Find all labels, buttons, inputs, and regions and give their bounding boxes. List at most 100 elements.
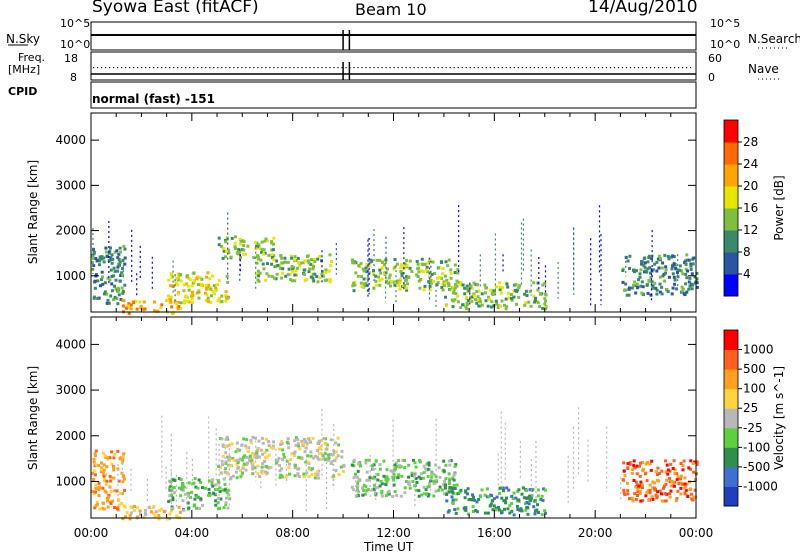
freq-panel	[90, 51, 697, 81]
echo-cell	[270, 248, 274, 252]
echo-cell	[541, 498, 545, 502]
echo-cell	[378, 467, 382, 471]
colorbar-tick-label: -500	[743, 460, 770, 474]
echo-cell	[217, 496, 221, 500]
echo-cell	[156, 309, 160, 313]
x-tick-label: 04:00	[175, 526, 210, 540]
echo-cell	[294, 443, 298, 447]
echo-cell	[105, 479, 109, 483]
echo-cell	[356, 475, 360, 479]
echo-cell	[389, 469, 393, 473]
echo-cell	[168, 488, 172, 492]
colorbar-cell	[724, 388, 738, 409]
echo-cell	[673, 468, 677, 472]
echo-cell	[543, 302, 547, 306]
echo-cell	[228, 455, 232, 459]
echo-cell	[668, 469, 672, 473]
colorbar-cell	[724, 164, 738, 187]
echo-cell	[681, 482, 685, 486]
echo-cell	[651, 480, 655, 484]
echo-cell	[255, 241, 259, 245]
nave-dot	[161, 67, 163, 69]
echo-cell	[214, 288, 218, 292]
echo-cell	[236, 461, 240, 464]
echo-cell	[97, 464, 101, 467]
echo-cell	[264, 278, 268, 282]
echo-cell	[474, 282, 478, 286]
echo-cell	[132, 509, 136, 513]
echo-cell	[667, 275, 671, 279]
echo-cell	[258, 247, 262, 251]
echo-cell	[454, 498, 458, 502]
echo-cell	[260, 240, 264, 244]
echo-cell	[414, 477, 418, 480]
echo-cell	[454, 463, 458, 467]
echo-cell	[184, 282, 188, 286]
nave-dot	[505, 67, 507, 69]
echo-cell	[195, 277, 199, 281]
echo-cell	[92, 478, 96, 481]
echo-cell	[169, 295, 173, 299]
echo-cell	[100, 468, 103, 472]
echo-cell	[200, 282, 204, 286]
echo-cell	[225, 249, 229, 253]
echo-cell	[395, 262, 399, 266]
echo-cell	[329, 264, 333, 268]
echo-cell	[206, 296, 210, 300]
echo-cell	[626, 462, 630, 466]
echo-cell	[171, 496, 175, 500]
echo-cell	[105, 456, 109, 460]
echo-cell	[328, 280, 332, 284]
echo-cell	[430, 475, 434, 479]
cpid-label: CPID	[8, 85, 38, 98]
echo-cell	[119, 274, 123, 277]
echo-cell	[290, 265, 294, 268]
echo-cell	[398, 464, 402, 468]
echo-cell	[488, 504, 492, 508]
echo-cell	[182, 485, 186, 489]
echo-cell	[192, 271, 196, 275]
echo-cell	[292, 266, 296, 269]
echo-cell	[675, 287, 678, 291]
echo-cell	[666, 468, 670, 472]
echo-cell	[113, 250, 117, 254]
echo-cell	[396, 279, 400, 283]
colorbar-cell	[724, 120, 738, 143]
echo-cell	[647, 279, 651, 282]
echo-cell	[182, 283, 186, 287]
echo-cell	[364, 485, 368, 489]
echo-cell	[309, 262, 313, 266]
nave-dot	[145, 67, 147, 69]
nave-dot	[121, 67, 123, 69]
echo-cell	[255, 273, 259, 277]
echo-cell	[668, 492, 672, 496]
echo-cell	[402, 265, 406, 269]
echo-cell	[671, 272, 675, 276]
echo-cell	[105, 254, 109, 258]
nave-dot	[309, 67, 311, 69]
echo-cell	[102, 256, 106, 260]
echo-cell	[179, 273, 182, 276]
echo-cell	[171, 498, 175, 502]
echo-cell	[278, 266, 282, 270]
echo-cell	[468, 284, 472, 288]
echo-cell	[495, 495, 499, 499]
echo-cell	[224, 299, 228, 303]
echo-cell	[426, 485, 430, 489]
echo-cell	[676, 489, 680, 493]
echo-cell	[660, 292, 664, 296]
nave-dot	[365, 67, 367, 69]
echo-cell	[176, 283, 180, 287]
echo-cell	[669, 462, 673, 466]
echo-cell	[393, 258, 397, 261]
echo-cell	[334, 469, 338, 473]
echo-cell	[316, 280, 320, 284]
echo-cell	[94, 449, 98, 453]
echo-cell	[484, 299, 488, 303]
echo-cell	[257, 475, 261, 478]
nave-dot	[345, 67, 347, 69]
echo-cell	[672, 275, 676, 279]
echo-cell	[265, 448, 269, 452]
echo-cell	[417, 279, 421, 283]
echo-cell	[351, 284, 355, 288]
